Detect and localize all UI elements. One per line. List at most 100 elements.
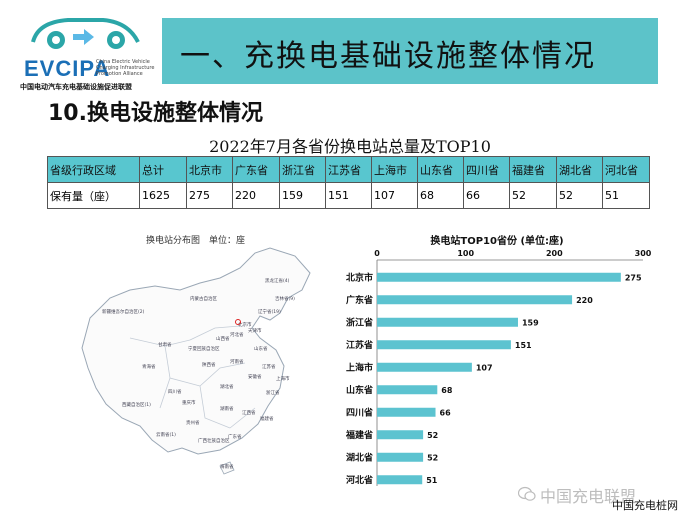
map-province-label: 北京市: [238, 321, 252, 328]
table-cell: 66: [463, 182, 510, 209]
evcipa-logo: EVCIPA China Electric Vehicle Charging I…: [10, 10, 160, 95]
category-label: 山东省: [346, 384, 373, 396]
bar-value-label: 68: [441, 386, 453, 395]
map-title: 换电站分布图 单位：座: [146, 236, 246, 246]
map-province-label: 安徽省: [248, 373, 262, 380]
top10-bar-chart: 换电站TOP10省份 (单位:座) 0 100 200 300 北京市 275 广东省 22…: [345, 234, 652, 486]
table-cell: 1625: [139, 182, 187, 209]
bar: [377, 385, 438, 395]
category-label: 广东省: [346, 294, 373, 306]
logo-name: EVCIPA: [24, 56, 111, 81]
table-cell: 52: [556, 182, 603, 209]
header-cell: 河北省: [602, 156, 650, 183]
map-province-label: 江西省: [242, 409, 256, 416]
bar: [377, 452, 424, 462]
header-cell: 四川省: [463, 156, 510, 183]
logo-subtitle: China Electric Vehicle Charging Infrastr…: [96, 59, 155, 77]
ev-car-logo-icon: [31, 18, 140, 49]
capital-marker-icon: [235, 319, 241, 325]
header-cell: 福建省: [509, 156, 557, 183]
table-cell: 220: [232, 182, 280, 209]
category-label: 湖北省: [346, 451, 373, 463]
map-province-label: 西藏自治区(1): [122, 401, 151, 408]
table-row: 保有量（座） 1625 275 220 159 151 107 68 66 52…: [47, 182, 650, 209]
map-province-label: 贵州省: [186, 419, 200, 426]
header-cell: 上海市: [371, 156, 418, 183]
header-cell: 浙江省: [279, 156, 326, 183]
bar: [377, 362, 472, 372]
bar: [377, 272, 621, 282]
map-province-label: 湖南省: [220, 405, 234, 412]
chart-title: 换电站TOP10省份 (单位:座): [430, 234, 563, 247]
table-cell: 151: [325, 182, 372, 209]
bar: [377, 317, 518, 327]
bar-value-label: 51: [426, 476, 438, 485]
header-cell: 广东省: [232, 156, 280, 183]
category-label: 上海市: [346, 361, 373, 373]
category-label: 四川省: [346, 406, 373, 418]
table-header-row: 省级行政区域 总计 北京市 广东省 浙江省 江苏省 上海市 山东省 四川省 福建…: [47, 156, 650, 183]
map-province-label: 湖北省: [220, 383, 234, 390]
watermark-text: 中国充电联盟: [540, 487, 637, 506]
table-title: 2022年7月各省份换电站总量及TOP10: [209, 137, 491, 156]
map-province-label: 内蒙古自治区: [190, 295, 217, 302]
map-province-label: 河南省: [230, 358, 244, 365]
x-tick-label: 200: [546, 249, 563, 258]
bar: [377, 340, 511, 350]
bar: [377, 430, 424, 440]
map-province-label: 重庆市: [182, 399, 196, 406]
table-cell: 159: [279, 182, 326, 209]
footer-source: 中国充电桩网: [612, 499, 678, 512]
banner-title: 一、充换电基础设施整体情况: [180, 39, 596, 74]
map-province-label: 山西省: [216, 335, 230, 342]
table-cell: 52: [509, 182, 557, 209]
category-label: 浙江省: [346, 316, 373, 328]
map-province-label: 广东省: [228, 433, 242, 440]
x-tick-label: 0: [374, 249, 380, 258]
bar-value-label: 107: [476, 363, 493, 372]
bar: [377, 475, 423, 485]
map-province-label: 山东省: [254, 345, 268, 352]
map-province-label: 上海市: [276, 375, 290, 382]
header-cell: 山东省: [417, 156, 464, 183]
map-province-label: 黑龙江省(4): [265, 277, 290, 284]
map-province-label: 青海省: [142, 363, 156, 370]
bar-value-label: 220: [576, 296, 593, 305]
header-cell: 北京市: [186, 156, 233, 183]
map-province-label: 辽宁省(19): [258, 308, 281, 315]
category-label: 北京市: [346, 271, 373, 283]
map-province-label: 云南省(1): [156, 431, 176, 438]
bar-value-label: 66: [440, 408, 452, 417]
bar: [377, 295, 573, 305]
wechat-icon: [518, 486, 536, 501]
logo-cn-name: 中国电动汽车充电基础设施促进联盟: [20, 83, 132, 91]
map-province-label: 河北省: [230, 331, 244, 338]
stats-table: 省级行政区域 总计 北京市 广东省 浙江省 江苏省 上海市 山东省 四川省 福建…: [47, 156, 650, 209]
header-cell: 省级行政区域: [47, 156, 140, 183]
map-province-label: 新疆维吾尔自治区(2): [102, 308, 145, 315]
map-province-label: 四川省: [168, 388, 182, 395]
table-cell: 275: [186, 182, 233, 209]
table-cell: 68: [417, 182, 464, 209]
map-province-label: 陕西省: [202, 361, 216, 368]
map-province-label: 海南省: [220, 463, 234, 470]
category-label: 江苏省: [346, 339, 373, 351]
map-province-label: 天津市: [248, 327, 262, 334]
category-label: 福建省: [345, 429, 373, 441]
x-tick-label: 300: [635, 249, 652, 258]
bar-value-label: 159: [522, 318, 539, 327]
bar-value-label: 52: [427, 431, 438, 440]
hainan-island: [219, 461, 235, 475]
map-province-label: 浙江省: [266, 389, 280, 396]
map-province-label: 江苏省: [262, 363, 276, 370]
map-province-label: 甘肃省: [158, 341, 172, 348]
map-outline: [81, 247, 311, 455]
table-cell: 107: [371, 182, 418, 209]
header-cell: 湖北省: [556, 156, 603, 183]
header-banner: 一、充换电基础设施整体情况: [162, 18, 658, 84]
china-map: 黑龙江省(4) 吉林省(9) 辽宁省(19) 新疆维吾尔自治区(2) 内蒙古自治区北京市…: [81, 247, 311, 475]
map-province-label: 福建省: [260, 415, 274, 422]
header-cell: 总计: [139, 156, 187, 183]
map-province-label: 广西壮族自治区: [198, 437, 230, 444]
bar-value-label: 52: [427, 453, 438, 462]
